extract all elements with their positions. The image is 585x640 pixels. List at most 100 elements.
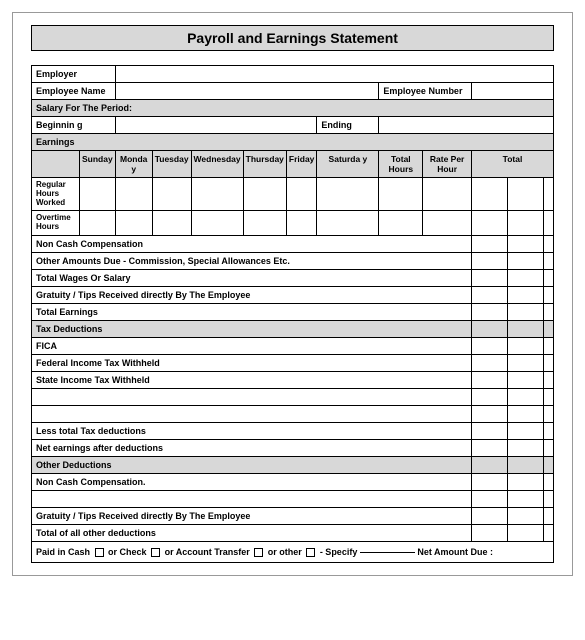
to-v1[interactable] (472, 524, 508, 541)
te-v3[interactable] (544, 303, 554, 320)
na-v1[interactable] (472, 439, 508, 456)
ot-total-hours[interactable] (379, 211, 423, 236)
te-v1[interactable] (472, 303, 508, 320)
ot-total-2[interactable] (508, 211, 544, 236)
to-v3[interactable] (544, 524, 554, 541)
non-cash-v3[interactable] (544, 235, 554, 252)
grat1-v1[interactable] (472, 286, 508, 303)
lt-v1[interactable] (472, 422, 508, 439)
od-v1 (472, 456, 508, 473)
employee-number-label: Employee Number (379, 83, 472, 100)
tax-deductions-header: Tax Deductions (32, 320, 472, 337)
reg-mon[interactable] (115, 178, 152, 211)
b2-v3[interactable] (544, 405, 554, 422)
ot-rate[interactable] (423, 211, 472, 236)
ot-tue[interactable] (152, 211, 191, 236)
employee-number-field[interactable] (472, 83, 554, 100)
fed-v1[interactable] (472, 354, 508, 371)
check-checkbox[interactable] (151, 548, 160, 557)
reg-total-1[interactable] (472, 178, 508, 211)
reg-sat[interactable] (317, 178, 379, 211)
ot-total-3[interactable] (544, 211, 554, 236)
transfer-checkbox[interactable] (254, 548, 263, 557)
g2-v2[interactable] (508, 507, 544, 524)
wages-v3[interactable] (544, 269, 554, 286)
wages-v2[interactable] (508, 269, 544, 286)
nc2-v2[interactable] (508, 473, 544, 490)
b1-v3[interactable] (544, 388, 554, 405)
st-v1[interactable] (472, 371, 508, 388)
fica-v1[interactable] (472, 337, 508, 354)
lt-v2[interactable] (508, 422, 544, 439)
grat1-v2[interactable] (508, 286, 544, 303)
na-v3[interactable] (544, 439, 554, 456)
reg-total-2[interactable] (508, 178, 544, 211)
specify-label: - Specify (320, 547, 360, 557)
specify-field[interactable] (360, 552, 415, 553)
ot-thu[interactable] (243, 211, 286, 236)
col-rate: Rate Per Hour (423, 151, 472, 178)
reg-thu[interactable] (243, 178, 286, 211)
reg-total-hours[interactable] (379, 178, 423, 211)
col-blank (32, 151, 80, 178)
other-v1[interactable] (472, 252, 508, 269)
b2-v1[interactable] (472, 405, 508, 422)
reg-sun[interactable] (80, 178, 116, 211)
ot-sun[interactable] (80, 211, 116, 236)
b1-v1[interactable] (472, 388, 508, 405)
grat1-v3[interactable] (544, 286, 554, 303)
col-total-hours: Total Hours (379, 151, 423, 178)
net-after-label: Net earnings after deductions (32, 439, 472, 456)
b3-v1[interactable] (472, 490, 508, 507)
wages-v1[interactable] (472, 269, 508, 286)
ot-fri[interactable] (286, 211, 317, 236)
ending-field[interactable] (379, 117, 554, 134)
b2-v2[interactable] (508, 405, 544, 422)
lt-v3[interactable] (544, 422, 554, 439)
ot-mon[interactable] (115, 211, 152, 236)
employee-name-field[interactable] (115, 83, 379, 100)
fica-v3[interactable] (544, 337, 554, 354)
ot-total-1[interactable] (472, 211, 508, 236)
g2-v3[interactable] (544, 507, 554, 524)
nc2-v3[interactable] (544, 473, 554, 490)
g2-v1[interactable] (472, 507, 508, 524)
reg-tue[interactable] (152, 178, 191, 211)
fica-label: FICA (32, 337, 472, 354)
st-v3[interactable] (544, 371, 554, 388)
beginning-field[interactable] (115, 117, 317, 134)
other-deductions-header: Other Deductions (32, 456, 472, 473)
reg-rate[interactable] (423, 178, 472, 211)
other-checkbox[interactable] (306, 548, 315, 557)
reg-fri[interactable] (286, 178, 317, 211)
regular-hours-label: Regular Hours Worked (32, 178, 80, 211)
other-v3[interactable] (544, 252, 554, 269)
st-v2[interactable] (508, 371, 544, 388)
employee-name-label: Employee Name (32, 83, 116, 100)
ot-wed[interactable] (191, 211, 243, 236)
blank-row-1 (32, 388, 472, 405)
employer-field[interactable] (115, 66, 553, 83)
b3-v2[interactable] (508, 490, 544, 507)
fed-v3[interactable] (544, 354, 554, 371)
col-total: Total (472, 151, 554, 178)
ot-sat[interactable] (317, 211, 379, 236)
overtime-hours-label: Overtime Hours (32, 211, 80, 236)
reg-wed[interactable] (191, 178, 243, 211)
reg-total-3[interactable] (544, 178, 554, 211)
other-v2[interactable] (508, 252, 544, 269)
gratuity2-label: Gratuity / Tips Received directly By The… (32, 507, 472, 524)
b3-v3[interactable] (544, 490, 554, 507)
fica-v2[interactable] (508, 337, 544, 354)
fed-v2[interactable] (508, 354, 544, 371)
b1-v2[interactable] (508, 388, 544, 405)
cash-checkbox[interactable] (95, 548, 104, 557)
non-cash-v2[interactable] (508, 235, 544, 252)
td-v1 (472, 320, 508, 337)
document-title: Payroll and Earnings Statement (31, 25, 554, 51)
non-cash-v1[interactable] (472, 235, 508, 252)
te-v2[interactable] (508, 303, 544, 320)
to-v2[interactable] (508, 524, 544, 541)
nc2-v1[interactable] (472, 473, 508, 490)
na-v2[interactable] (508, 439, 544, 456)
